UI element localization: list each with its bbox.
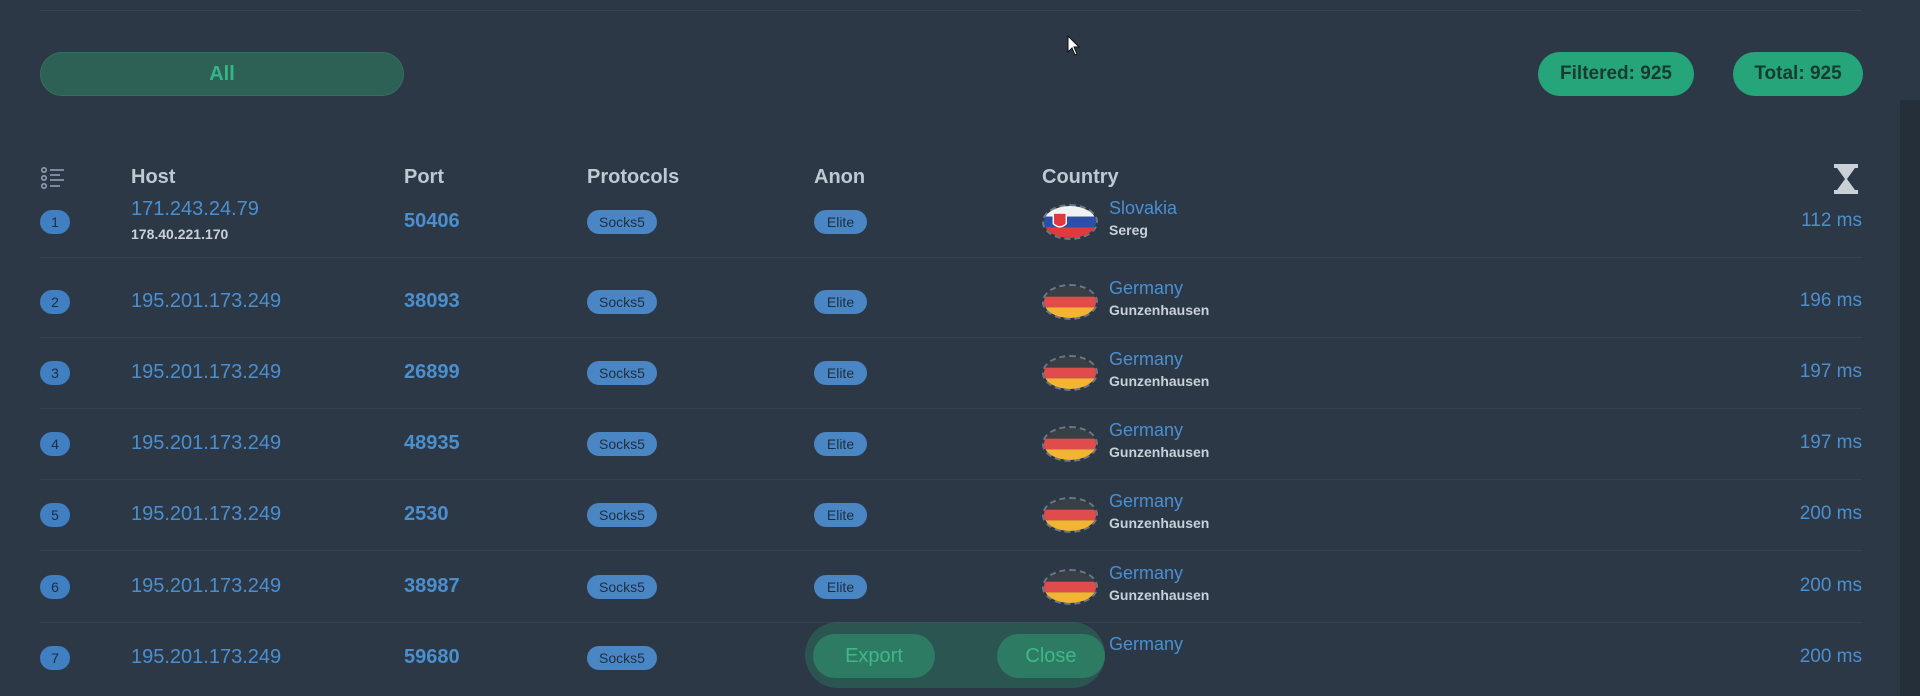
export-button[interactable]: Export bbox=[813, 634, 935, 678]
host-secondary: 178.40.221.170 bbox=[131, 226, 229, 242]
filtered-count-badge: Filtered: 925 bbox=[1538, 52, 1694, 96]
column-header-port[interactable]: Port bbox=[404, 166, 444, 188]
row-divider bbox=[40, 337, 1862, 338]
row-index-badge: 1 bbox=[40, 210, 70, 234]
country-name[interactable]: Slovakia bbox=[1109, 198, 1178, 218]
row-divider bbox=[40, 257, 1862, 258]
city-name: Gunzenhausen bbox=[1109, 302, 1210, 318]
city-name: Gunzenhausen bbox=[1109, 515, 1210, 531]
protocol-badge: Socks5 bbox=[587, 361, 657, 385]
port-value: 59680 bbox=[404, 646, 460, 668]
host-link[interactable]: 171.243.24.79 bbox=[131, 198, 259, 220]
port-value: 2530 bbox=[404, 503, 449, 525]
city-name: Gunzenhausen bbox=[1109, 444, 1210, 460]
port-value: 26899 bbox=[404, 361, 460, 383]
anon-badge: Elite bbox=[814, 290, 867, 314]
column-header-anon[interactable]: Anon bbox=[814, 166, 866, 188]
host-link[interactable]: 195.201.173.249 bbox=[131, 361, 282, 383]
row-index-badge: 4 bbox=[40, 432, 70, 456]
column-header-host[interactable]: Host bbox=[131, 166, 176, 188]
germany-flag-icon bbox=[1042, 284, 1098, 320]
protocol-badge: Socks5 bbox=[587, 575, 657, 599]
latency-value: 200 ms bbox=[1799, 575, 1862, 596]
latency-value: 197 ms bbox=[1799, 361, 1862, 382]
row-divider bbox=[40, 479, 1862, 480]
row-divider bbox=[40, 622, 1862, 623]
city-name: Gunzenhausen bbox=[1109, 373, 1210, 389]
table-row[interactable]: 2 195.201.173.249 38093 Socks5 Elite Germany G… bbox=[0, 266, 1920, 337]
table-row[interactable]: 4 195.201.173.249 48935 Socks5 Elite Germany G… bbox=[0, 408, 1920, 479]
latency-value: 196 ms bbox=[1799, 290, 1862, 311]
host-link[interactable]: 195.201.173.249 bbox=[131, 575, 282, 597]
germany-flag-icon bbox=[1042, 355, 1098, 391]
protocol-badge: Socks5 bbox=[587, 503, 657, 527]
germany-flag-icon bbox=[1042, 569, 1098, 605]
total-count-badge: Total: 925 bbox=[1733, 52, 1863, 96]
latency-value: 200 ms bbox=[1799, 646, 1862, 667]
protocol-badge: Socks5 bbox=[587, 210, 657, 234]
anon-badge: Elite bbox=[814, 361, 867, 385]
row-index-badge: 7 bbox=[40, 646, 70, 670]
column-header-country[interactable]: Country bbox=[1042, 166, 1119, 188]
table-row[interactable]: 6 195.201.173.249 38987 Socks5 Elite Germany G… bbox=[0, 551, 1920, 622]
country-name[interactable]: Germany bbox=[1109, 420, 1184, 440]
row-divider bbox=[40, 550, 1862, 551]
country-name[interactable]: Germany bbox=[1109, 634, 1184, 654]
table-row[interactable]: 3 195.201.173.249 26899 Socks5 Elite Germany G… bbox=[0, 337, 1920, 408]
mouse-cursor-icon bbox=[1067, 35, 1081, 56]
germany-flag-icon bbox=[1042, 497, 1098, 533]
host-link[interactable]: 195.201.173.249 bbox=[131, 290, 282, 312]
port-value: 48935 bbox=[404, 432, 460, 454]
port-value: 50406 bbox=[404, 210, 460, 232]
protocol-badge: Socks5 bbox=[587, 646, 657, 670]
anon-badge: Elite bbox=[814, 210, 867, 234]
host-link[interactable]: 195.201.173.249 bbox=[131, 503, 282, 525]
row-index-badge: 5 bbox=[40, 503, 70, 527]
hourglass-icon[interactable] bbox=[1834, 164, 1858, 194]
anon-badge: Elite bbox=[814, 432, 867, 456]
latency-value: 112 ms bbox=[1801, 210, 1862, 231]
close-button[interactable]: Close bbox=[997, 634, 1105, 678]
city-name: Sereg bbox=[1109, 222, 1148, 238]
city-name: Gunzenhausen bbox=[1109, 587, 1210, 603]
country-name[interactable]: Germany bbox=[1109, 278, 1184, 298]
row-index-badge: 2 bbox=[40, 290, 70, 314]
top-divider bbox=[40, 10, 1862, 11]
row-index-badge: 3 bbox=[40, 361, 70, 385]
protocol-badge: Socks5 bbox=[587, 432, 657, 456]
filter-all-button[interactable]: All bbox=[40, 52, 404, 96]
latency-value: 197 ms bbox=[1799, 432, 1862, 453]
country-name[interactable]: Germany bbox=[1109, 563, 1184, 583]
table-row[interactable]: 5 195.201.173.249 2530 Socks5 Elite Germany Gu… bbox=[0, 479, 1920, 550]
row-index-badge: 6 bbox=[40, 575, 70, 599]
port-value: 38093 bbox=[404, 290, 460, 312]
row-divider bbox=[40, 408, 1862, 409]
table-row[interactable]: 1 171.243.24.79 178.40.221.170 50406 Socks5 E… bbox=[0, 186, 1920, 257]
host-link[interactable]: 195.201.173.249 bbox=[131, 646, 282, 668]
scrollbar-track[interactable] bbox=[1900, 100, 1920, 696]
anon-badge: Elite bbox=[814, 503, 867, 527]
protocol-badge: Socks5 bbox=[587, 290, 657, 314]
latency-value: 200 ms bbox=[1799, 503, 1862, 524]
country-name[interactable]: Germany bbox=[1109, 491, 1184, 511]
column-header-protocols[interactable]: Protocols bbox=[587, 166, 680, 188]
anon-badge: Elite bbox=[814, 575, 867, 599]
port-value: 38987 bbox=[404, 575, 460, 597]
germany-flag-icon bbox=[1042, 426, 1098, 462]
host-link[interactable]: 195.201.173.249 bbox=[131, 432, 282, 454]
list-icon[interactable] bbox=[40, 166, 66, 190]
country-name[interactable]: Germany bbox=[1109, 349, 1184, 369]
slovakia-flag-icon bbox=[1042, 204, 1098, 240]
